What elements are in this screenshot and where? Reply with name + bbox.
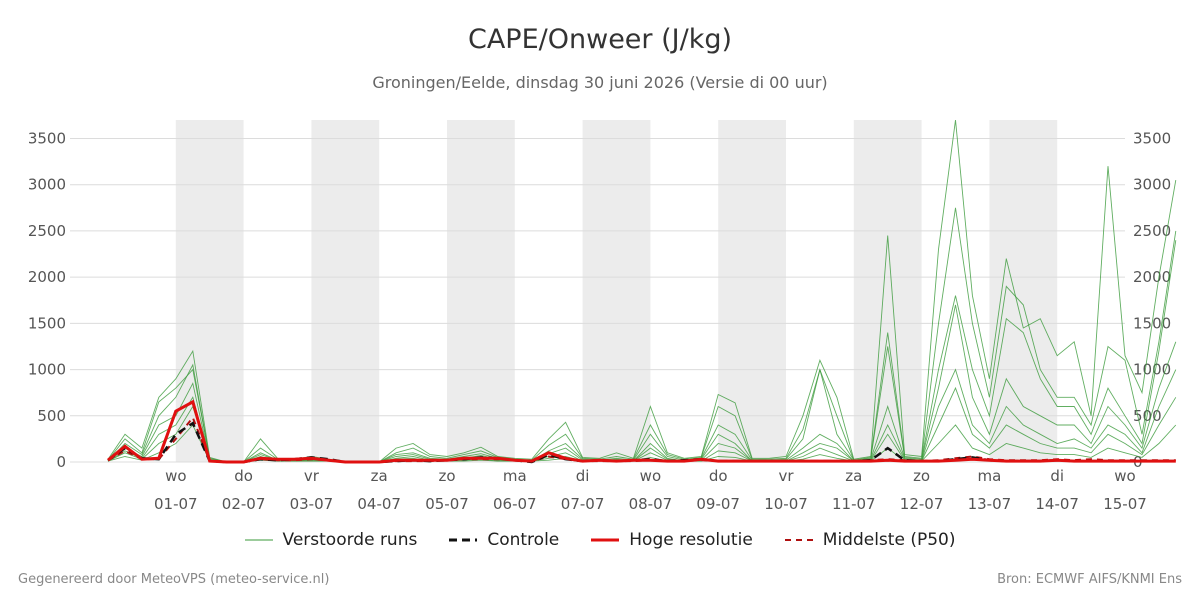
shade-band <box>447 120 515 462</box>
x-tick-date: 12-07 <box>900 495 944 513</box>
shade-band <box>989 120 1058 462</box>
footer-source: Bron: ECMWF AIFS/KNMI Ens <box>997 572 1182 587</box>
x-tick-date: 05-07 <box>425 495 469 513</box>
x-tick-day: di <box>576 467 590 485</box>
y-tick-label-left: 0 <box>56 453 66 471</box>
x-tick-day: wo <box>165 467 186 485</box>
x-tick-date: 10-07 <box>764 495 808 513</box>
x-tick-date: 04-07 <box>357 495 401 513</box>
x-tick-date: 13-07 <box>968 495 1012 513</box>
x-tick-date: 03-07 <box>290 495 334 513</box>
x-tick-day: ma <box>503 467 527 485</box>
legend-item-control: Controle <box>449 530 559 550</box>
x-tick-date: 11-07 <box>832 495 876 513</box>
chart-subtitle: Groningen/Eelde, dinsdag 30 juni 2026 (V… <box>372 73 828 92</box>
x-tick-day: za <box>845 467 862 485</box>
footer-generated-by: Gegenereerd door MeteoVPS (meteo-service… <box>18 572 330 587</box>
x-tick-day: ma <box>977 467 1001 485</box>
x-tick-date: 09-07 <box>696 495 740 513</box>
chart-legend: Verstoorde runs Controle Hoge resolutie … <box>0 530 1200 550</box>
x-tick-date: 01-07 <box>154 495 198 513</box>
x-tick-date: 07-07 <box>561 495 605 513</box>
shade-band <box>311 120 380 462</box>
x-tick-day: zo <box>438 467 455 485</box>
x-tick-day: wo <box>1114 467 1135 485</box>
legend-swatch-median <box>784 539 813 541</box>
y-tick-label-left: 2000 <box>28 268 66 286</box>
shade-band <box>582 120 651 462</box>
legend-item-hires: Hoge resolutie <box>591 530 753 550</box>
x-tick-day: vr <box>304 467 320 485</box>
y-tick-label-left: 2500 <box>28 222 66 240</box>
shade-band <box>853 120 922 462</box>
legend-label-perturbed: Verstoorde runs <box>282 530 418 550</box>
y-tick-label-left: 1500 <box>28 314 66 332</box>
x-tick-day: do <box>709 467 728 485</box>
y-tick-label-left: 1000 <box>28 361 66 379</box>
x-tick-day: wo <box>640 467 661 485</box>
x-tick-date: 02-07 <box>222 495 266 513</box>
chart-title: CAPE/Onweer (J/kg) <box>467 24 732 55</box>
x-tick-date: 08-07 <box>629 495 673 513</box>
y-tick-label-right: 1000 <box>1133 361 1171 379</box>
y-tick-label-right: 3000 <box>1133 176 1171 194</box>
legend-label-hires: Hoge resolutie <box>629 530 753 550</box>
x-tick-date: 15-07 <box>1103 495 1147 513</box>
y-tick-label-right: 2500 <box>1133 222 1171 240</box>
x-tick-date: 06-07 <box>493 495 537 513</box>
legend-swatch-hires <box>591 538 620 542</box>
x-tick-day: do <box>234 467 253 485</box>
shade-band <box>718 120 786 462</box>
legend-item-median: Middelste (P50) <box>784 530 956 550</box>
x-tick-date: 14-07 <box>1035 495 1079 513</box>
y-tick-label-left: 3500 <box>28 129 66 147</box>
x-tick-day: zo <box>913 467 930 485</box>
x-tick-day: di <box>1050 467 1064 485</box>
x-tick-day: vr <box>778 467 794 485</box>
y-tick-label-right: 2000 <box>1133 268 1171 286</box>
legend-swatch-perturbed <box>244 539 273 541</box>
y-tick-label-left: 500 <box>37 407 66 425</box>
shade-band <box>175 120 244 462</box>
y-tick-label-left: 3000 <box>28 176 66 194</box>
y-tick-label-right: 3500 <box>1133 129 1171 147</box>
legend-swatch-control <box>449 538 478 542</box>
legend-item-perturbed: Verstoorde runs <box>244 530 418 550</box>
legend-label-median: Middelste (P50) <box>822 530 956 550</box>
legend-label-control: Controle <box>487 530 560 550</box>
series-line-hires <box>107 399 1176 464</box>
x-tick-day: za <box>371 467 388 485</box>
